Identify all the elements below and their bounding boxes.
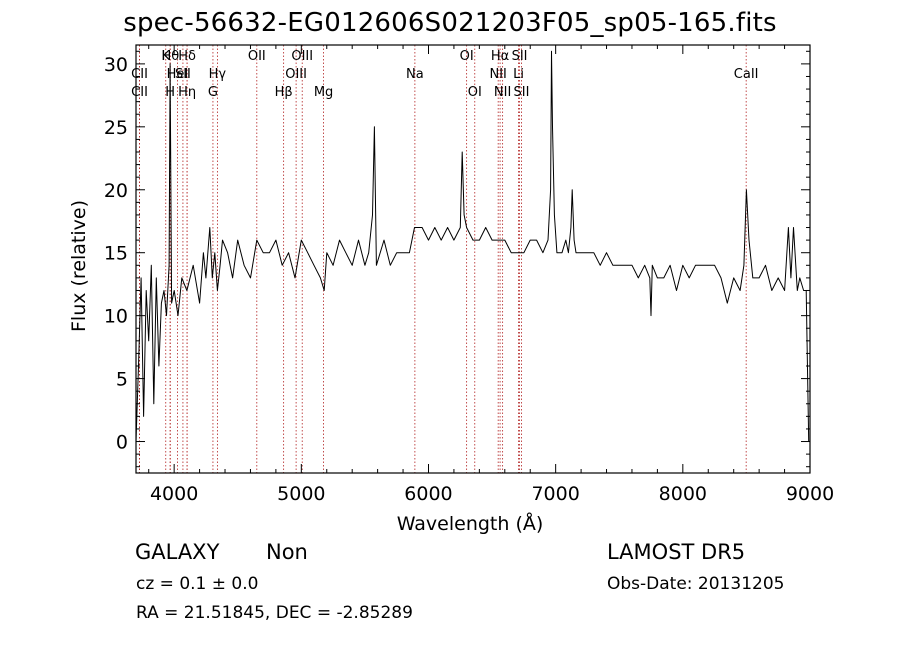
line-label: HeI (167, 67, 189, 82)
line-markers-layer (139, 45, 747, 473)
line-label: G (208, 85, 218, 100)
x-tick-label: 4000 (150, 483, 198, 505)
y-tick-label: 15 (104, 243, 128, 265)
object-subclass: Non (266, 540, 308, 564)
y-tick-label: 10 (104, 306, 128, 328)
line-label: CII (131, 67, 148, 82)
x-tick-label: 8000 (659, 483, 707, 505)
y-tick-label: 5 (116, 369, 128, 391)
line-label: Hη (178, 85, 196, 100)
coordinates: RA = 21.51845, DEC = -2.85289 (136, 603, 413, 623)
line-label: Hθ (161, 49, 179, 64)
redshift-value: cz = 0.1 ± 0.0 (136, 574, 259, 594)
line-label: SII (512, 49, 528, 64)
y-axis-label: Flux (relative) (68, 200, 90, 332)
spectrum-layer (135, 50, 810, 442)
x-tick-label: 9000 (786, 483, 834, 505)
line-labels-layer: CII CII Hθ Hη HeI K H Hδ SII OII Hγ G Hβ OIII OIII Mg Na… (131, 49, 758, 100)
x-axis: 4000 5000 6000 7000 8000 9000 (148, 45, 834, 505)
line-label: NII (489, 67, 506, 82)
y-tick-label: 20 (104, 180, 128, 202)
x-tick-label: 7000 (531, 483, 579, 505)
observation-date: Obs-Date: 20131205 (607, 574, 785, 594)
line-label: NII (494, 85, 511, 100)
x-tick-label: 5000 (277, 483, 325, 505)
y-tick-label: 25 (104, 117, 128, 139)
line-label: OII (248, 49, 266, 64)
line-label: Hγ (209, 67, 227, 82)
line-label: SII (513, 85, 529, 100)
y-tick-label: 0 (116, 432, 128, 454)
line-label: H (165, 85, 175, 100)
survey-name: LAMOST DR5 (607, 540, 746, 564)
x-tick-label: 6000 (404, 483, 452, 505)
object-class: GALAXY (135, 540, 220, 564)
line-label: OIII (285, 67, 307, 82)
line-label: OI (468, 85, 482, 100)
plot-frame (135, 44, 811, 474)
y-tick-label: 30 (104, 54, 128, 76)
line-label: Hα (491, 49, 509, 64)
line-label: Hδ (178, 49, 196, 64)
line-label: CaII (734, 67, 759, 82)
line-label: Hβ (275, 85, 293, 100)
x-axis-label: Wavelength (Å) (397, 512, 544, 535)
spectrum-line (135, 50, 810, 442)
line-label: OIII (291, 49, 313, 64)
line-label: OI (460, 49, 474, 64)
line-label: Li (513, 67, 524, 82)
line-label: CII (131, 85, 148, 100)
chart-title: spec-56632-EG012606S021203F05_sp05-165.f… (123, 8, 777, 38)
line-label: Na (406, 67, 424, 82)
y-axis: 0 5 10 15 20 25 30 (104, 50, 810, 468)
line-label: SII (175, 67, 191, 82)
line-label: K (161, 49, 170, 64)
line-label: Mg (314, 85, 333, 100)
